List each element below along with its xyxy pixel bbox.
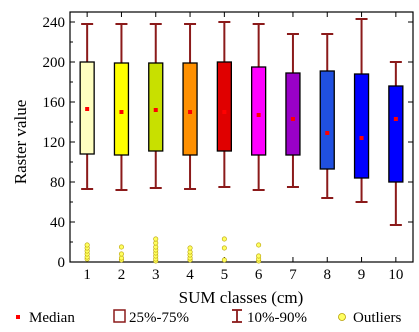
median-marker (256, 113, 261, 117)
outlier-point (118, 251, 124, 257)
x-tick-label: 7 (289, 267, 297, 283)
median-marker (119, 110, 124, 114)
y-tick-label: 160 (43, 95, 66, 111)
outlier-point (256, 242, 262, 248)
y-tick-label: 240 (43, 15, 66, 31)
median-marker (222, 110, 227, 114)
outlier-point (84, 242, 90, 248)
median-marker (85, 107, 90, 111)
x-tick-label: 2 (118, 267, 126, 283)
legend-item: Outliers (338, 310, 401, 326)
legend-item: 25%-75% (113, 309, 189, 326)
x-tick-label: 3 (152, 267, 160, 283)
median-marker (290, 117, 295, 121)
outlier-point (221, 245, 227, 251)
box (182, 62, 198, 156)
legend-item: Median (16, 310, 75, 326)
outlier-point (187, 245, 193, 251)
legend-label: 10%-90% (247, 310, 307, 326)
x-tick-label: 10 (388, 267, 403, 283)
legend-label: 25%-75% (129, 310, 189, 326)
y-axis-title: Raster value (11, 100, 30, 185)
outlier-point (221, 236, 227, 242)
legend-label: Outliers (353, 310, 401, 326)
legend-median-symbol (16, 315, 20, 319)
plot-frame (69, 11, 414, 263)
legend-outlier-symbol (338, 313, 346, 321)
y-tick-label: 200 (43, 55, 66, 71)
outlier-point (221, 257, 227, 263)
legend-label: Median (29, 310, 75, 326)
legend-box-symbol (113, 309, 126, 323)
box (285, 72, 301, 156)
y-tick-label: 120 (43, 135, 66, 151)
legend-item: 10%-90% (232, 309, 307, 326)
median-marker (153, 108, 158, 112)
y-tick-label: 40 (50, 215, 65, 231)
box (319, 70, 335, 170)
x-tick-label: 5 (221, 267, 229, 283)
y-tick-label: 0 (58, 255, 66, 271)
box (250, 66, 267, 156)
x-tick-label: 4 (186, 267, 194, 283)
x-tick-label: 8 (324, 267, 332, 283)
median-marker (325, 131, 330, 135)
median-marker (393, 117, 398, 121)
x-axis-title: SUM classes (cm) (179, 288, 304, 307)
x-tick-label: 6 (255, 267, 263, 283)
plot-area: 0 40 80 120 160 200 240 1 2 3 4 5 6 7 8 9 10 (43, 11, 414, 283)
box (216, 61, 233, 152)
box (113, 62, 130, 156)
outlier-point (256, 253, 262, 259)
x-tick-label: 9 (358, 267, 366, 283)
box (148, 62, 164, 152)
box (388, 85, 404, 183)
median-marker (359, 136, 364, 140)
box (353, 73, 370, 179)
legend: Median 25%-75% 10%-90% Outliers (16, 309, 401, 326)
outlier-point (118, 244, 124, 250)
outlier-point (153, 236, 159, 242)
y-tick-label: 80 (50, 175, 65, 191)
median-marker (188, 110, 193, 114)
x-tick-label: 1 (83, 267, 91, 283)
